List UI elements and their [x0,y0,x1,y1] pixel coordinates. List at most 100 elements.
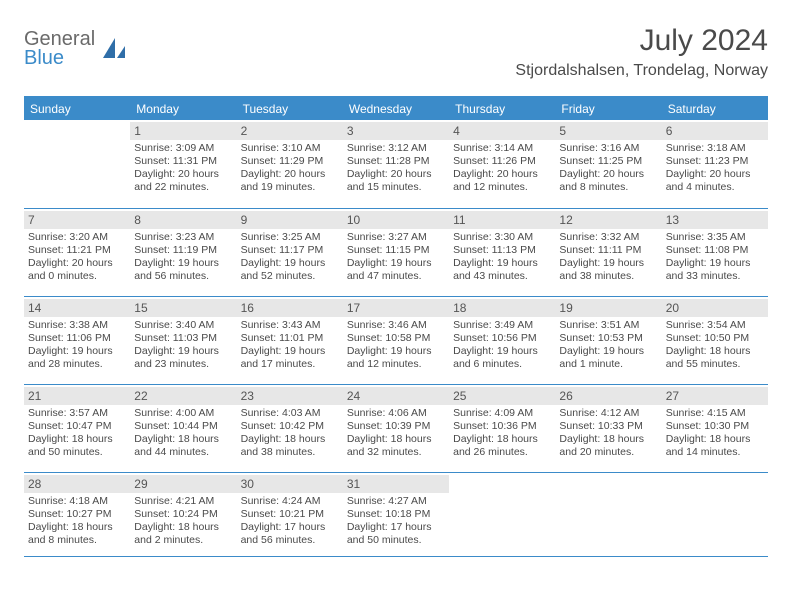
sunrise-text: Sunrise: 4:09 AM [453,407,551,420]
sunset-text: Sunset: 10:44 PM [134,420,232,433]
daylight-text: Daylight: 19 hours [453,257,551,270]
day-info: Sunrise: 3:57 AMSunset: 10:47 PMDaylight… [28,407,126,460]
sunrise-text: Sunrise: 3:32 AM [559,231,657,244]
sunset-text: Sunset: 11:23 PM [666,155,764,168]
calendar-cell: 17Sunrise: 3:46 AMSunset: 10:58 PMDaylig… [343,296,449,384]
daylight-text: and 50 minutes. [28,446,126,459]
sunset-text: Sunset: 10:58 PM [347,332,445,345]
sunrise-text: Sunrise: 3:54 AM [666,319,764,332]
sunrise-text: Sunrise: 3:10 AM [241,142,339,155]
calendar-cell: 6Sunrise: 3:18 AMSunset: 11:23 PMDayligh… [662,120,768,208]
daylight-text: Daylight: 20 hours [134,168,232,181]
day-number: 9 [237,211,343,229]
daylight-text: and 1 minute. [559,358,657,371]
daylight-text: Daylight: 20 hours [28,257,126,270]
logo-word-2: Blue [24,47,64,69]
daylight-text: and 14 minutes. [666,446,764,459]
sunset-text: Sunset: 10:56 PM [453,332,551,345]
day-number: 30 [237,475,343,493]
calendar-cell: 14Sunrise: 3:38 AMSunset: 11:06 PMDaylig… [24,296,130,384]
sunset-text: Sunset: 10:30 PM [666,420,764,433]
daylight-text: and 0 minutes. [28,270,126,283]
sunset-text: Sunset: 10:21 PM [241,508,339,521]
daylight-text: Daylight: 17 hours [347,521,445,534]
day-number: 31 [343,475,449,493]
daylight-text: and 44 minutes. [134,446,232,459]
page-subtitle: Stjordalshalsen, Trondelag, Norway [515,62,768,80]
daylight-text: and 56 minutes. [241,534,339,547]
day-number: 20 [662,299,768,317]
calendar-cell: 7Sunrise: 3:20 AMSunset: 11:21 PMDayligh… [24,208,130,296]
day-info: Sunrise: 3:38 AMSunset: 11:06 PMDaylight… [28,319,126,372]
sunset-text: Sunset: 11:13 PM [453,244,551,257]
calendar-cell: 29Sunrise: 4:21 AMSunset: 10:24 PMDaylig… [130,472,236,556]
day-number: 5 [555,122,661,140]
sunrise-text: Sunrise: 4:24 AM [241,495,339,508]
daylight-text: Daylight: 20 hours [347,168,445,181]
daylight-text: Daylight: 18 hours [28,433,126,446]
sunset-text: Sunset: 11:28 PM [347,155,445,168]
day-info: Sunrise: 4:03 AMSunset: 10:42 PMDaylight… [241,407,339,460]
day-info: Sunrise: 3:14 AMSunset: 11:26 PMDaylight… [453,142,551,195]
daylight-text: and 52 minutes. [241,270,339,283]
calendar-cell: 20Sunrise: 3:54 AMSunset: 10:50 PMDaylig… [662,296,768,384]
sunrise-text: Sunrise: 4:03 AM [241,407,339,420]
daylight-text: Daylight: 19 hours [134,257,232,270]
daylight-text: and 43 minutes. [453,270,551,283]
sunset-text: Sunset: 11:01 PM [241,332,339,345]
day-info: Sunrise: 3:49 AMSunset: 10:56 PMDaylight… [453,319,551,372]
daylight-text: Daylight: 18 hours [453,433,551,446]
calendar-cell: 28Sunrise: 4:18 AMSunset: 10:27 PMDaylig… [24,472,130,556]
daylight-text: Daylight: 19 hours [241,257,339,270]
calendar-week-row: 7Sunrise: 3:20 AMSunset: 11:21 PMDayligh… [24,208,768,296]
sunset-text: Sunset: 11:03 PM [134,332,232,345]
day-number: 29 [130,475,236,493]
sunset-text: Sunset: 10:50 PM [666,332,764,345]
daylight-text: and 15 minutes. [347,181,445,194]
daylight-text: Daylight: 19 hours [559,345,657,358]
calendar-cell: 13Sunrise: 3:35 AMSunset: 11:08 PMDaylig… [662,208,768,296]
day-number: 2 [237,122,343,140]
sunset-text: Sunset: 10:42 PM [241,420,339,433]
sunset-text: Sunset: 11:06 PM [28,332,126,345]
sunset-text: Sunset: 11:26 PM [453,155,551,168]
calendar-cell: 5Sunrise: 3:16 AMSunset: 11:25 PMDayligh… [555,120,661,208]
sunset-text: Sunset: 11:31 PM [134,155,232,168]
sunrise-text: Sunrise: 3:20 AM [28,231,126,244]
daylight-text: Daylight: 19 hours [28,345,126,358]
day-info: Sunrise: 3:51 AMSunset: 10:53 PMDaylight… [559,319,657,372]
daylight-text: Daylight: 20 hours [241,168,339,181]
day-number: 21 [24,387,130,405]
calendar-cell-empty [449,472,555,556]
daylight-text: Daylight: 18 hours [559,433,657,446]
sunrise-text: Sunrise: 3:46 AM [347,319,445,332]
day-number: 23 [237,387,343,405]
day-number: 6 [662,122,768,140]
daylight-text: and 26 minutes. [453,446,551,459]
daylight-text: and 22 minutes. [134,181,232,194]
day-info: Sunrise: 3:10 AMSunset: 11:29 PMDaylight… [241,142,339,195]
calendar-cell: 18 Sunrise: 3:49 AMSunset: 10:56 PMDaylig… [449,296,555,384]
calendar-cell: 25Sunrise: 4:09 AMSunset: 10:36 PMDaylig… [449,384,555,472]
calendar-week-row: 1Sunrise: 3:09 AMSunset: 11:31 PMDayligh… [24,120,768,208]
calendar-cell: 10Sunrise: 3:27 AMSunset: 11:15 PMDaylig… [343,208,449,296]
day-number: 11 [449,211,555,229]
daylight-text: Daylight: 19 hours [666,257,764,270]
day-number: 25 [449,387,555,405]
day-number: 16 [237,299,343,317]
calendar-cell-empty [555,472,661,556]
daylight-text: and 12 minutes. [347,358,445,371]
daylight-text: Daylight: 19 hours [559,257,657,270]
daylight-text: Daylight: 18 hours [241,433,339,446]
daylight-text: Daylight: 19 hours [453,345,551,358]
day-number: 18 [449,299,555,317]
daylight-text: and 32 minutes. [347,446,445,459]
sunrise-text: Sunrise: 3:51 AM [559,319,657,332]
calendar-cell: 3Sunrise: 3:12 AMSunset: 11:28 PMDayligh… [343,120,449,208]
sunrise-text: Sunrise: 3:57 AM [28,407,126,420]
sunset-text: Sunset: 10:47 PM [28,420,126,433]
day-number: 15 [130,299,236,317]
daylight-text: Daylight: 19 hours [347,257,445,270]
day-number: 27 [662,387,768,405]
daylight-text: and 33 minutes. [666,270,764,283]
